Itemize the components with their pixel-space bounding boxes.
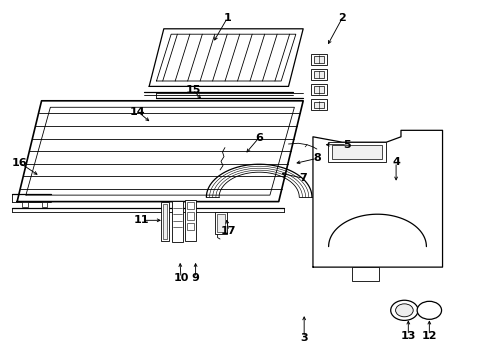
Text: 8: 8 (312, 153, 320, 163)
Bar (22, 202, 28, 207)
Bar (217, 214, 224, 232)
Text: 10: 10 (173, 273, 188, 283)
Text: 7: 7 (299, 173, 306, 183)
Bar (310, 54, 326, 65)
Bar (186, 212, 193, 220)
Bar (161, 202, 169, 241)
Bar (186, 202, 193, 209)
Bar (215, 212, 227, 234)
Bar (184, 200, 195, 241)
Bar (310, 69, 326, 80)
Bar (351, 267, 378, 281)
Text: 9: 9 (191, 273, 199, 283)
Text: 17: 17 (221, 226, 236, 236)
Bar (186, 223, 193, 230)
Text: 4: 4 (391, 157, 399, 167)
Text: 16: 16 (12, 158, 27, 168)
Text: 14: 14 (130, 107, 145, 117)
Text: 2: 2 (338, 13, 346, 23)
Bar (172, 201, 183, 242)
Text: 3: 3 (300, 333, 307, 343)
Circle shape (395, 304, 412, 317)
Text: 5: 5 (343, 140, 350, 150)
Text: 12: 12 (421, 330, 436, 341)
Bar (310, 84, 326, 95)
Bar (331, 145, 382, 159)
Bar (313, 102, 323, 108)
Text: 1: 1 (223, 13, 231, 23)
Text: 6: 6 (255, 132, 263, 143)
Text: 11: 11 (134, 215, 149, 225)
Bar (41, 202, 47, 207)
Text: 13: 13 (400, 330, 415, 341)
Bar (313, 86, 323, 93)
Text: 15: 15 (185, 85, 201, 95)
Circle shape (390, 300, 417, 320)
Bar (313, 56, 323, 63)
Bar (313, 71, 323, 78)
Bar (327, 142, 386, 162)
Bar (163, 204, 167, 239)
Bar (310, 99, 326, 110)
Circle shape (416, 301, 441, 319)
